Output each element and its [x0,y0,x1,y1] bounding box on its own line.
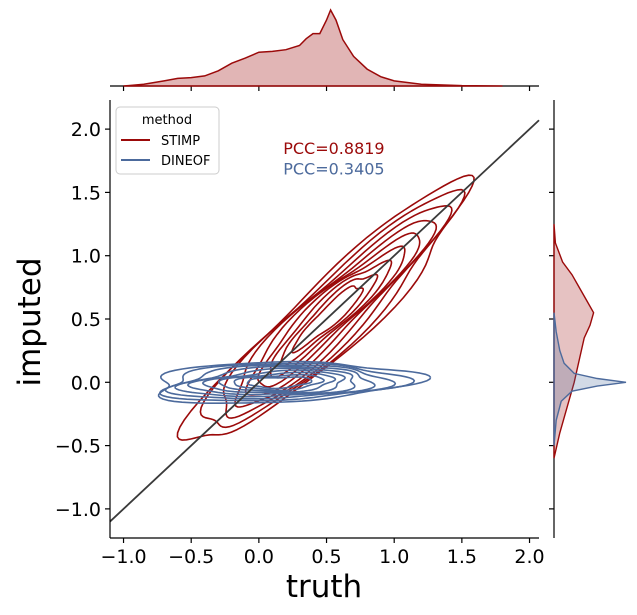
top-marginal-density-stimp [123,8,503,87]
contour-line [233,373,325,392]
top-marginal-plot [110,8,539,91]
legend-label-dineof: DINEOF [161,154,211,169]
pcc-annotation-stimp: PCC=0.8819 [283,139,384,158]
contour-layer [157,174,475,441]
y-tick-label: 1.0 [71,246,101,268]
right-marginal-density-stimp [553,224,595,459]
contour-line [187,367,356,396]
x-tick-label: −0.5 [168,546,214,568]
right-marginal-density-dineof [553,312,627,446]
x-tick-label: 0.5 [311,546,341,568]
contour-line [157,360,432,405]
pcc-annotation-dineof: PCC=0.3405 [283,159,384,178]
contour-line [202,369,346,394]
contour-group-dineof [157,360,432,405]
main-axes: −1.0 −0.5 0.0 0.5 1.0 1.5 2.0 −1.0 −0.5 0.0 0.5 1.0… [55,100,545,568]
x-tick-label: −1.0 [100,546,146,568]
legend: method STIMP DINEOF [115,106,220,175]
contour-line [246,376,313,390]
right-marginal-plot [549,100,627,538]
identity-line [109,119,540,523]
y-tick-label: 2.0 [71,119,101,141]
legend-title: method [142,113,192,128]
y-axis-title: imputed [12,257,48,386]
contour-line [218,371,337,393]
x-tick-label: 0.0 [244,546,274,568]
y-tick-label: 1.5 [71,182,101,204]
y-tick-label: 0.5 [71,309,101,331]
y-tick-label: −1.0 [55,499,101,521]
y-tick-label: −0.5 [55,436,101,458]
x-tick-label: 2.0 [514,546,544,568]
x-axis-title: truth [286,569,362,605]
x-tick-label: 1.5 [447,546,477,568]
y-tick-label: 0.0 [71,372,101,394]
x-tick-label: 1.0 [379,546,409,568]
legend-label-stimp: STIMP [161,134,200,149]
main-plot-area: −1.0 −0.5 0.0 0.5 1.0 1.5 2.0 −1.0 −0.5 0.0 0.5 1.0… [55,100,545,568]
